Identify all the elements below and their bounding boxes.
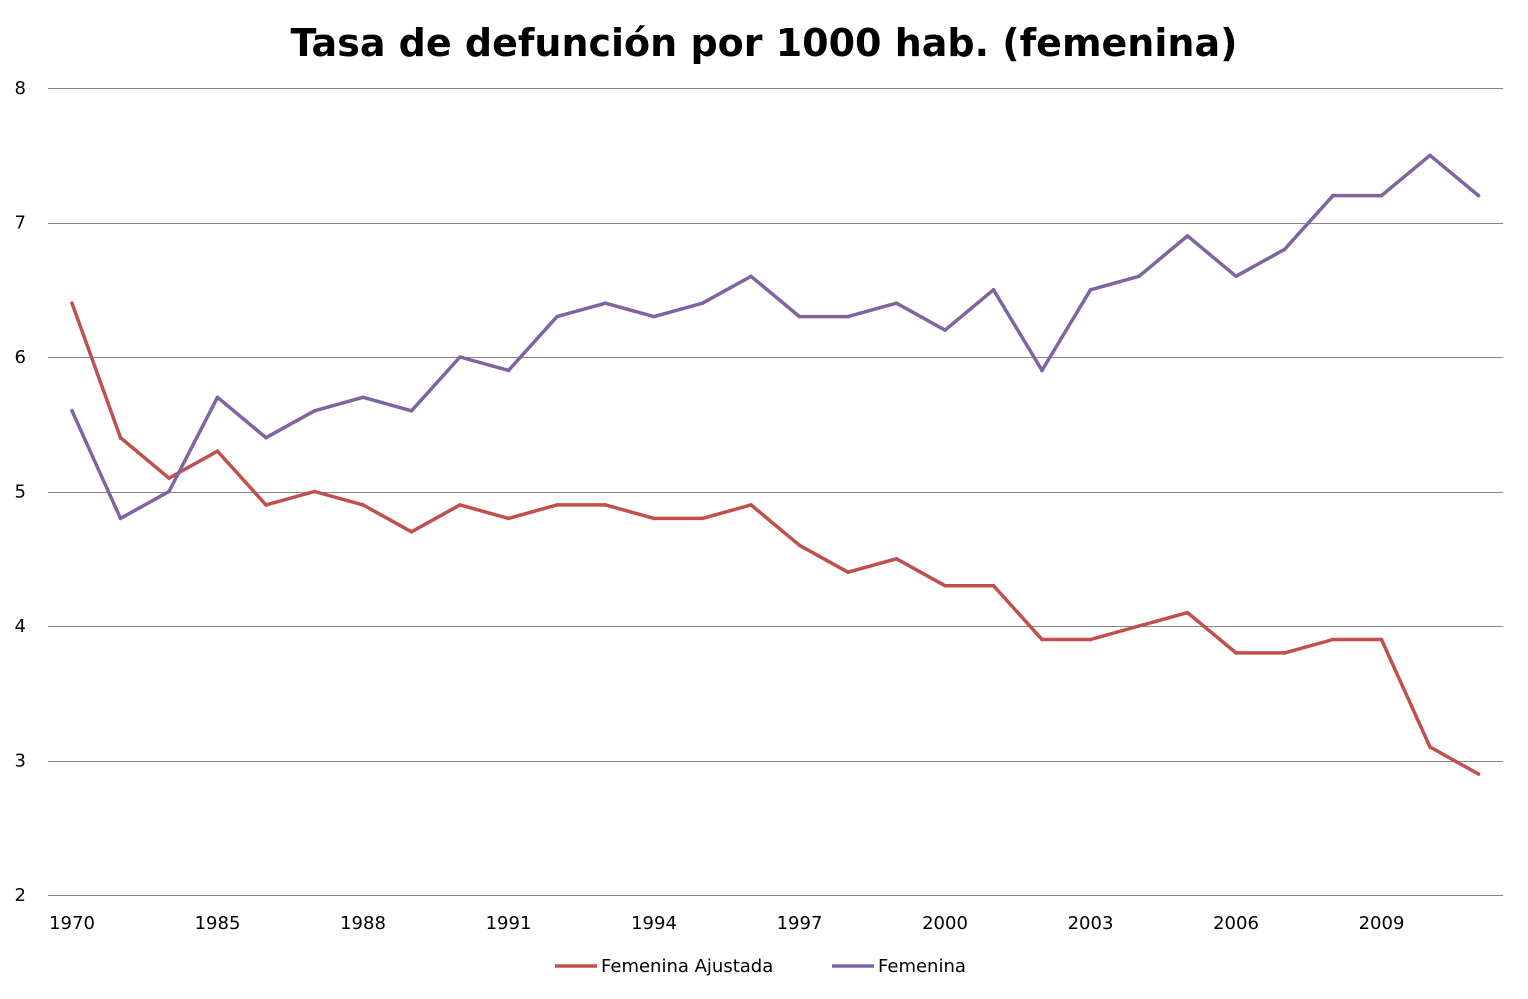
- data-point: [991, 287, 996, 292]
- data-point: [797, 314, 802, 319]
- y-tick-label: 4: [15, 616, 26, 637]
- data-point: [1234, 651, 1238, 655]
- data-point: [797, 543, 802, 548]
- data-point: [506, 368, 511, 373]
- data-point: [1282, 247, 1287, 252]
- series-line: [70, 153, 1481, 521]
- data-point: [1185, 610, 1190, 615]
- y-tick-label: 8: [15, 78, 26, 99]
- data-point: [652, 314, 656, 319]
- x-tick-label: 1997: [777, 913, 823, 934]
- data-point: [1428, 745, 1432, 749]
- data-point: [1428, 153, 1432, 158]
- data-point: [1137, 274, 1141, 279]
- data-point: [846, 314, 850, 319]
- series-group: [70, 153, 1481, 521]
- data-point: [1331, 193, 1335, 198]
- data-point: [894, 301, 899, 306]
- data-point: [943, 583, 947, 588]
- data-point: [1040, 637, 1044, 642]
- data-point: [749, 274, 753, 279]
- data-point: [1088, 637, 1093, 642]
- data-point: [70, 301, 74, 306]
- data-point: [700, 516, 705, 521]
- data-point: [1379, 637, 1384, 642]
- data-point: [215, 395, 220, 400]
- y-axis-tick-labels: 2 3 4 5 6 7 8: [15, 78, 26, 906]
- legend-label: Femenina: [878, 956, 966, 977]
- legend: Femenina Ajustada Femenina: [555, 956, 966, 977]
- x-tick-label: 1994: [631, 913, 677, 934]
- y-tick-label: 7: [15, 213, 26, 234]
- data-point: [943, 328, 947, 332]
- data-point: [700, 301, 705, 306]
- data-point: [458, 355, 462, 359]
- data-point: [506, 516, 511, 521]
- x-axis-tick-labels: 1970 1985 1988 1991 1994 1997 2000 2003 2006 2009: [49, 913, 1404, 934]
- data-point: [1040, 368, 1044, 373]
- x-tick-label: 2009: [1359, 913, 1405, 934]
- data-point: [555, 503, 559, 507]
- legend-label: Femenina Ajustada: [601, 956, 773, 977]
- x-tick-label: 2003: [1068, 913, 1114, 934]
- y-tick-label: 2: [15, 885, 26, 906]
- data-point: [70, 409, 74, 413]
- data-point: [1185, 234, 1190, 238]
- y-tick-label: 5: [15, 482, 26, 503]
- data-point: [555, 314, 559, 319]
- x-tick-label: 1991: [486, 913, 532, 934]
- chart-title: Tasa de defunción por 1000 hab. (femenin…: [290, 21, 1238, 65]
- data-point: [1476, 193, 1481, 198]
- data-point: [312, 489, 317, 494]
- series-line: [70, 301, 1481, 776]
- data-point: [1476, 772, 1481, 776]
- y-tick-label: 6: [15, 347, 26, 368]
- data-point: [1234, 274, 1238, 279]
- x-tick-label: 1988: [340, 913, 386, 934]
- data-point: [846, 570, 850, 574]
- data-point: [1282, 651, 1287, 655]
- data-point: [167, 489, 171, 494]
- data-point: [652, 516, 656, 521]
- data-point: [894, 556, 899, 561]
- x-tick-label: 1985: [195, 913, 241, 934]
- data-point: [458, 503, 462, 507]
- data-point: [264, 435, 268, 440]
- data-point: [118, 516, 123, 521]
- data-point: [603, 301, 608, 306]
- x-tick-label: 1970: [49, 913, 95, 934]
- data-point: [1331, 637, 1335, 642]
- data-point: [361, 503, 365, 507]
- data-point: [312, 409, 317, 413]
- data-point: [361, 395, 365, 400]
- data-point: [215, 449, 220, 453]
- data-point: [409, 409, 414, 413]
- data-point: [603, 503, 608, 507]
- legend-item: Femenina Ajustada: [555, 956, 773, 977]
- data-point: [749, 503, 753, 507]
- series-group: [70, 301, 1481, 776]
- data-point: [1088, 287, 1093, 292]
- data-point: [118, 435, 123, 440]
- data-point: [264, 503, 268, 507]
- data-series: [70, 153, 1481, 776]
- data-point: [1379, 193, 1384, 198]
- data-point: [409, 530, 414, 534]
- y-tick-label: 3: [15, 751, 26, 772]
- x-tick-label: 2006: [1213, 913, 1259, 934]
- data-point: [167, 476, 171, 480]
- gridlines: [48, 88, 1503, 896]
- legend-item: Femenina: [832, 956, 966, 977]
- data-point: [991, 583, 996, 588]
- data-point: [1137, 624, 1141, 628]
- x-tick-label: 2000: [922, 913, 968, 934]
